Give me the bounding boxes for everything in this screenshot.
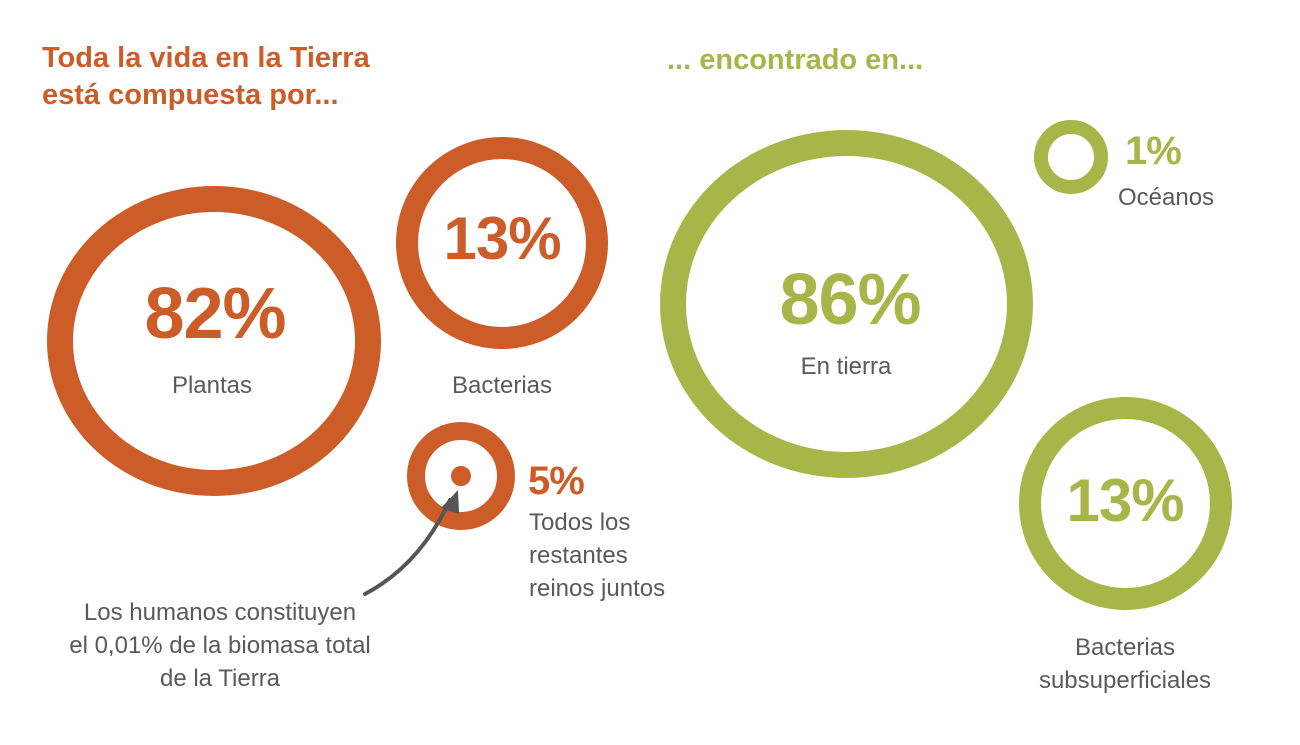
value-plantas: 82% (144, 274, 286, 354)
annotation-line2: el 0,01% de la biomasa total (69, 632, 371, 659)
label-resto-line3: reinos juntos (529, 575, 666, 602)
label-resto: Todos los restantes reinos juntos (529, 506, 729, 605)
annotation-line1: Los humanos constituyen (83, 599, 357, 626)
label-subsuperficiales: Bacterias subsuperficiales (1010, 631, 1240, 697)
value-oceanos: 1% (1125, 129, 1182, 173)
label-subsuperficiales-line2: subsuperficiales (1038, 667, 1212, 694)
label-oceanos: Océanos (1118, 184, 1215, 211)
annotation-arrow-head (441, 490, 459, 514)
label-resto-line2: restantes (529, 542, 628, 569)
value-subsuperficiales: 13% (1066, 467, 1184, 534)
label-en-tierra: En tierra (800, 353, 892, 380)
composition-heading: Toda la vida en la Tierra está compuesta… (42, 40, 502, 114)
composition-heading-line1: Toda la vida en la Tierra (42, 42, 370, 74)
value-resto: 5% (528, 459, 585, 503)
label-resto-line1: Todos los (529, 509, 631, 536)
humanos-annotation: Los humanos constituyen el 0,01% de la b… (30, 596, 410, 695)
value-en-tierra: 86% (779, 260, 921, 340)
location-heading: ... encontrado en... (667, 44, 924, 76)
label-subsuperficiales-line1: Bacterias (1074, 634, 1176, 661)
value-bacterias: 13% (443, 205, 561, 272)
ring-oceanos (1034, 120, 1108, 194)
label-plantas: Plantas (171, 372, 253, 399)
composition-heading-line2: está compuesta por... (42, 79, 339, 111)
annotation-arrow-line (363, 498, 452, 596)
dot-humanos (451, 466, 471, 486)
annotation-line3: de la Tierra (159, 665, 281, 692)
label-bacterias: Bacterias (451, 372, 553, 399)
